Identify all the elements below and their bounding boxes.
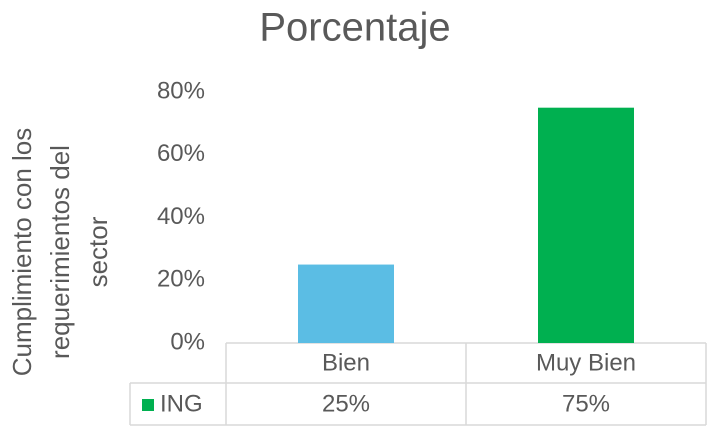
y-axis-label: sector — [83, 216, 113, 287]
legend-key — [142, 399, 154, 411]
y-tick-label: 20% — [157, 266, 205, 293]
chart-title: Porcentaje — [259, 6, 450, 50]
table-value: 75% — [562, 390, 610, 417]
bar — [538, 107, 634, 343]
table-value: 25% — [322, 390, 370, 417]
y-tick-label: 40% — [157, 203, 205, 230]
y-tick-label: 60% — [157, 140, 205, 167]
bar — [298, 264, 394, 343]
legend-label: ING — [160, 390, 203, 417]
y-tick-label: 0% — [170, 328, 205, 355]
y-tick-label: 80% — [157, 77, 205, 104]
x-tick-label: Bien — [322, 349, 370, 376]
y-axis-label: requerimientos del — [45, 145, 75, 359]
y-axis-label: Cumplimiento con los — [7, 128, 37, 377]
x-tick-label: Muy Bien — [536, 349, 636, 376]
